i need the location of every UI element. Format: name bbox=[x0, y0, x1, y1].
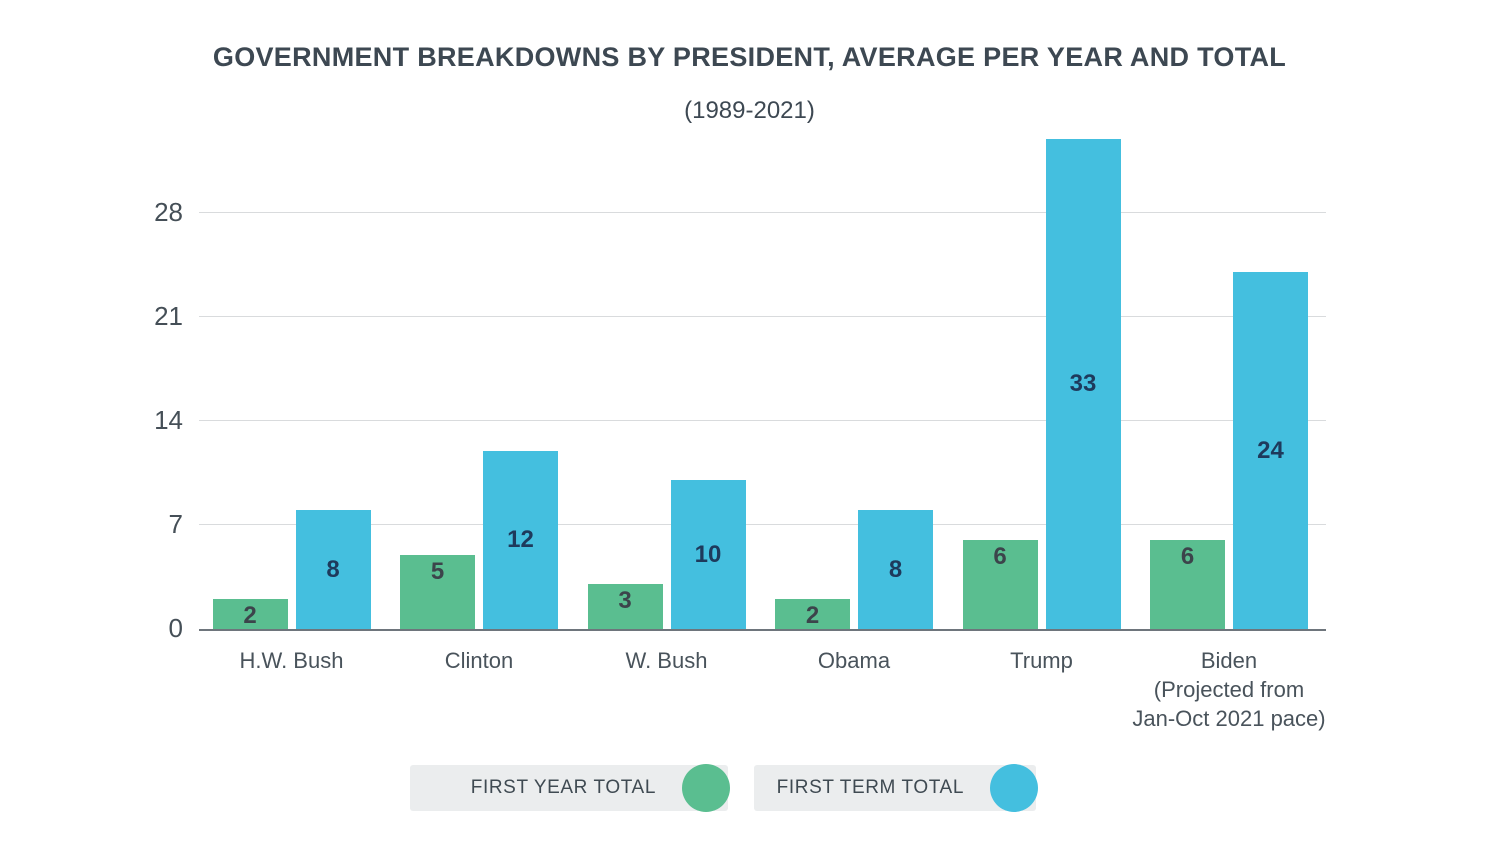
chart-subtitle: (1989-2021) bbox=[684, 97, 815, 124]
bar-value-label: 10 bbox=[694, 540, 722, 568]
x-axis-label-biden: Biden (Projected from Jan-Oct 2021 pace) bbox=[1132, 648, 1326, 731]
legend-label: FIRST YEAR TOTAL bbox=[470, 777, 656, 798]
legend-item-first-term-total: FIRST TERM TOTAL bbox=[754, 764, 1038, 812]
bar-value-label: 2 bbox=[805, 602, 820, 629]
bar-first-term-total-trump: 33 bbox=[1045, 139, 1121, 629]
y-tick-label-7: 7 bbox=[168, 509, 183, 539]
plot-area: 0 7 14 21 28 2 8 H.W. Bush 5 12 Clinton 3 10 W. Bush 2… bbox=[154, 130, 1326, 731]
bar-value-label: 5 bbox=[430, 558, 445, 585]
bar-first-term-total-w-bush: 10 bbox=[670, 480, 746, 629]
bar-first-term-total-h-w-bush: 8 bbox=[295, 510, 371, 629]
legend-item-first-year-total: FIRST YEAR TOTAL bbox=[410, 764, 730, 812]
y-tick-label-21: 21 bbox=[154, 301, 183, 331]
bar-value-label: 33 bbox=[1069, 370, 1097, 397]
bar-value-label: 3 bbox=[618, 587, 632, 614]
bar-first-year-total-trump: 6 bbox=[962, 540, 1038, 629]
bar-first-year-total-h-w-bush: 2 bbox=[212, 599, 288, 629]
gridline-21 bbox=[199, 316, 1326, 317]
chart-title: GOVERNMENT BREAKDOWNS BY PRESIDENT, AVER… bbox=[212, 42, 1287, 72]
bar-first-year-total-w-bush: 3 bbox=[587, 584, 663, 629]
bar-value-label: 2 bbox=[243, 602, 257, 629]
legend-label: FIRST TERM TOTAL bbox=[776, 777, 964, 798]
bar-first-term-total-clinton: 12 bbox=[483, 451, 558, 629]
bar-value-label: 12 bbox=[507, 526, 534, 553]
x-axis-label-obama: Obama bbox=[817, 648, 891, 673]
bar-first-term-total-obama: 8 bbox=[858, 510, 933, 629]
bar-value-label: 8 bbox=[888, 555, 903, 583]
bar-first-term-total-biden: 24 bbox=[1233, 272, 1308, 629]
legend-swatch-first-year-total bbox=[682, 764, 730, 812]
bar-value-label: 6 bbox=[1180, 543, 1195, 570]
x-axis-label-h-w-bush: H.W. Bush bbox=[239, 648, 344, 673]
chart-legend: FIRST YEAR TOTAL FIRST TERM TOTAL bbox=[410, 764, 1038, 812]
bar-value-label: 6 bbox=[993, 543, 1007, 570]
x-axis-label-clinton: Clinton bbox=[444, 648, 514, 673]
bar-value-label: 24 bbox=[1257, 436, 1284, 464]
gridline-28 bbox=[199, 212, 1326, 213]
legend-swatch-first-term-total bbox=[990, 764, 1038, 812]
bar-value-label: 8 bbox=[326, 555, 340, 583]
x-axis-label-w-bush: W. Bush bbox=[625, 648, 708, 673]
gridline-14 bbox=[199, 420, 1326, 421]
bar-first-year-total-biden: 6 bbox=[1150, 540, 1225, 629]
chart-header: GOVERNMENT BREAKDOWNS BY PRESIDENT, AVER… bbox=[0, 42, 1499, 125]
x-axis-label-trump: Trump bbox=[1010, 648, 1073, 673]
bar-first-year-total-clinton: 5 bbox=[400, 555, 475, 629]
y-tick-label-28: 28 bbox=[154, 197, 183, 227]
bar-first-year-total-obama: 2 bbox=[775, 599, 850, 629]
gridline-7 bbox=[199, 524, 1326, 525]
y-tick-label-14: 14 bbox=[154, 405, 183, 435]
y-tick-label-0: 0 bbox=[168, 613, 183, 643]
